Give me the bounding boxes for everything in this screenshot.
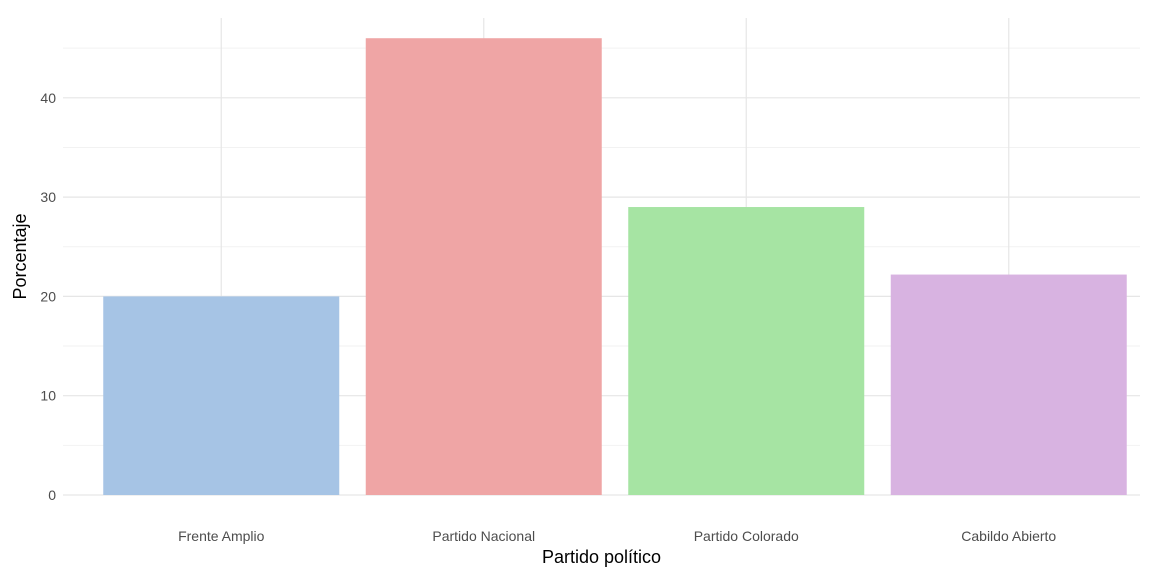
y-tick-label: 0 (48, 487, 56, 503)
x-tick-label: Frente Amplio (178, 528, 265, 544)
x-tick-label: Partido Colorado (694, 528, 799, 544)
x-axis-ticks: Frente Amplio Partido Nacional Partido Col… (178, 528, 1056, 544)
bars (103, 38, 1127, 495)
x-tick-label: Cabildo Abierto (961, 528, 1056, 544)
y-tick-label: 20 (40, 288, 56, 304)
x-tick-label: Partido Nacional (432, 528, 535, 544)
bar (103, 296, 340, 495)
y-tick-label: 30 (40, 189, 56, 205)
y-axis-title: Porcentaje (10, 213, 30, 299)
x-axis-title: Partido político (542, 547, 661, 567)
y-axis-ticks: 0 10 20 30 40 (40, 90, 56, 503)
y-tick-label: 40 (40, 90, 56, 106)
bar (365, 38, 602, 495)
bar (890, 274, 1127, 495)
y-tick-label: 10 (40, 388, 56, 404)
bar (628, 207, 865, 495)
